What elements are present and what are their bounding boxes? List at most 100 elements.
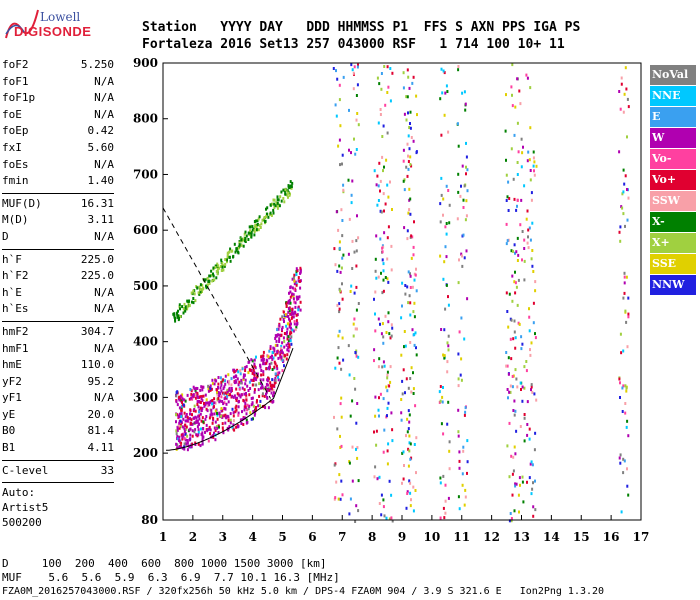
- echo-dot: [413, 315, 416, 319]
- echo-dot: [219, 376, 222, 380]
- echo-dot: [387, 401, 390, 405]
- echo-dot: [390, 244, 393, 248]
- echo-dot: [406, 68, 409, 72]
- echo-dot: [354, 520, 357, 523]
- echo-dot: [626, 218, 629, 222]
- echo-dot: [254, 409, 257, 412]
- echo-dot: [274, 378, 277, 382]
- x-tick-label: 7: [338, 530, 346, 544]
- echo-dot: [295, 295, 298, 299]
- echo-dot: [260, 355, 263, 359]
- echo-dot: [196, 394, 199, 398]
- param-value: N/A: [94, 302, 114, 316]
- echo-dot: [291, 328, 294, 332]
- echo-dot: [400, 411, 403, 415]
- echo-dot: [339, 163, 341, 167]
- echo-dot: [619, 225, 622, 229]
- echo-dot: [184, 423, 187, 427]
- echo-dot: [353, 65, 356, 69]
- echo-dot: [273, 198, 276, 202]
- echo-dot: [412, 139, 415, 143]
- echo-dot: [207, 401, 209, 405]
- echo-dot: [353, 377, 356, 380]
- legend-item: NoVal: [650, 65, 696, 85]
- echo-dot: [463, 413, 466, 417]
- echo-dot: [521, 258, 523, 262]
- echo-dot: [289, 295, 292, 299]
- echo-dot: [518, 322, 521, 326]
- echo-dot: [194, 443, 197, 446]
- echo-dot: [280, 355, 283, 359]
- echo-dot: [465, 214, 468, 218]
- echo-dot: [448, 467, 451, 471]
- echo-dot: [341, 282, 343, 286]
- echo-dot: [288, 185, 291, 189]
- echo-dot: [457, 430, 460, 434]
- echo-dot: [242, 376, 245, 380]
- echo-dot: [337, 497, 340, 501]
- echo-dot: [240, 393, 243, 397]
- echo-dot: [225, 396, 228, 400]
- echo-dot: [194, 393, 197, 397]
- echo-dot: [405, 165, 408, 169]
- echo-dot: [510, 519, 513, 523]
- echo-dot: [380, 210, 383, 214]
- echo-dot: [446, 90, 449, 93]
- virtual-height-trace: [166, 348, 294, 451]
- param-value: 1.40: [87, 174, 115, 188]
- echo-dot: [339, 497, 342, 501]
- echo-dot: [215, 270, 218, 273]
- echo-dot: [622, 190, 625, 194]
- echo-dot: [221, 422, 224, 426]
- echo-dot: [439, 481, 442, 485]
- echo-dot: [253, 364, 256, 368]
- echo-dot: [412, 387, 415, 391]
- echo-dot: [332, 67, 335, 70]
- param-name: M(D): [2, 213, 29, 227]
- echo-dot: [280, 346, 283, 350]
- echo-dot: [254, 377, 256, 380]
- echo-dot: [293, 300, 296, 304]
- param-row: yE 20.0: [2, 408, 114, 425]
- echo-dot: [380, 271, 382, 275]
- echo-dot: [255, 406, 257, 409]
- echo-dot: [621, 386, 624, 390]
- x-axis-ticks: 1 2 3 4 5 6 7 8 9 10 11 12 13 14 15 16 17: [159, 515, 649, 544]
- echo-dot: [386, 414, 388, 418]
- legend-item: SSE: [650, 254, 696, 274]
- echo-dot: [374, 414, 377, 418]
- echo-dot: [188, 417, 191, 421]
- echo-dot: [228, 379, 231, 383]
- echo-dot: [235, 404, 238, 408]
- echo-dot: [212, 274, 215, 278]
- echo-dot: [340, 444, 343, 448]
- echo-dot: [240, 378, 243, 382]
- echo-dot: [519, 381, 522, 385]
- echo-dot: [407, 409, 410, 413]
- echo-dot: [391, 519, 394, 523]
- param-value: 5.60: [87, 140, 115, 154]
- echo-dot: [407, 160, 410, 163]
- echo-dot: [402, 71, 405, 75]
- echo-dot: [255, 400, 258, 404]
- echo-dot: [380, 493, 383, 497]
- echo-dot: [516, 77, 519, 81]
- echo-dot: [185, 425, 188, 429]
- echo-dot: [211, 415, 213, 419]
- echo-dot: [410, 390, 413, 394]
- echo-dot: [462, 206, 465, 209]
- distance-row: D 100 200 400 600 800 1000 1500 3000 [km…: [2, 557, 327, 570]
- param-value: N/A: [94, 107, 114, 121]
- echo-dot: [277, 327, 280, 331]
- echo-dot: [522, 145, 524, 149]
- echo-dot: [521, 342, 524, 346]
- echo-dot: [198, 408, 201, 412]
- echo-dot: [178, 305, 181, 309]
- echo-dot: [520, 335, 523, 339]
- echo-dot: [380, 87, 383, 91]
- echo-dot: [187, 300, 190, 304]
- echo-dot: [514, 291, 517, 295]
- echo-dot: [176, 426, 179, 430]
- echo-dot: [244, 396, 247, 400]
- echo-dot: [353, 250, 356, 254]
